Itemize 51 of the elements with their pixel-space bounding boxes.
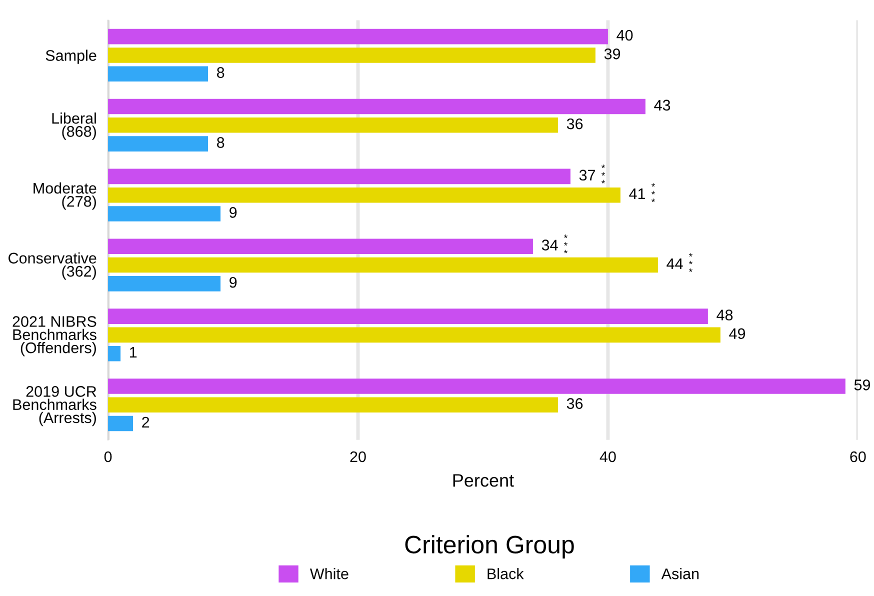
bar bbox=[108, 98, 646, 114]
data-label: 39 bbox=[604, 48, 620, 60]
data-label: 41 *** bbox=[629, 183, 655, 202]
bar bbox=[108, 397, 558, 413]
bar bbox=[108, 187, 620, 203]
data-label: 34 *** bbox=[542, 234, 568, 254]
x-tick-label: 60 bbox=[850, 451, 866, 462]
data-label: 36 bbox=[566, 118, 583, 130]
bar bbox=[108, 346, 121, 362]
bar bbox=[108, 416, 134, 432]
y-tick-label: Sample bbox=[46, 50, 96, 64]
y-tick-label: Moderate (278) bbox=[34, 182, 96, 210]
y-tick-label: Liberal (868) bbox=[52, 112, 96, 140]
y-tick-label: 2019 UCR Benchmarks (Arrests) bbox=[13, 386, 96, 426]
data-label: 43 bbox=[654, 100, 670, 111]
legend-label: Black bbox=[488, 568, 524, 580]
legend-label: White bbox=[310, 568, 348, 580]
bar bbox=[108, 118, 558, 133]
bar bbox=[108, 327, 720, 343]
bar bbox=[108, 257, 658, 273]
data-label: 49 bbox=[729, 328, 746, 340]
data-label: 37 *** bbox=[579, 164, 605, 184]
x-axis-title: Percent bbox=[453, 474, 514, 487]
data-label: 8 bbox=[217, 137, 224, 148]
bar bbox=[108, 48, 596, 63]
bar bbox=[108, 136, 208, 152]
data-label: 1 bbox=[130, 347, 137, 358]
bar bbox=[108, 206, 221, 222]
y-tick-label: Conservative (362) bbox=[8, 252, 96, 280]
bar bbox=[108, 28, 608, 44]
data-label: 44 *** bbox=[666, 253, 692, 272]
data-label: 40 bbox=[616, 30, 633, 41]
x-tick-label: 20 bbox=[350, 451, 366, 462]
x-tick-label: 40 bbox=[600, 451, 616, 462]
data-label: 2 bbox=[142, 416, 150, 428]
legend-label: Asian bbox=[661, 568, 699, 580]
data-label: 8 bbox=[217, 67, 224, 78]
data-label: 48 bbox=[716, 310, 733, 320]
x-tick-label: 0 bbox=[104, 451, 112, 462]
legend-title: Criterion Group bbox=[405, 535, 574, 558]
bar bbox=[108, 308, 708, 324]
bar bbox=[108, 168, 570, 184]
data-label: 9 bbox=[230, 276, 237, 288]
data-label: 59 bbox=[854, 380, 870, 390]
data-label: 36 bbox=[566, 398, 583, 409]
bar bbox=[108, 276, 221, 292]
bar bbox=[108, 378, 846, 394]
bar bbox=[108, 66, 208, 82]
data-label: 9 bbox=[230, 207, 237, 218]
y-tick-label: 2021 NIBRS Benchmarks (Offenders) bbox=[12, 316, 96, 356]
bar bbox=[108, 238, 533, 254]
